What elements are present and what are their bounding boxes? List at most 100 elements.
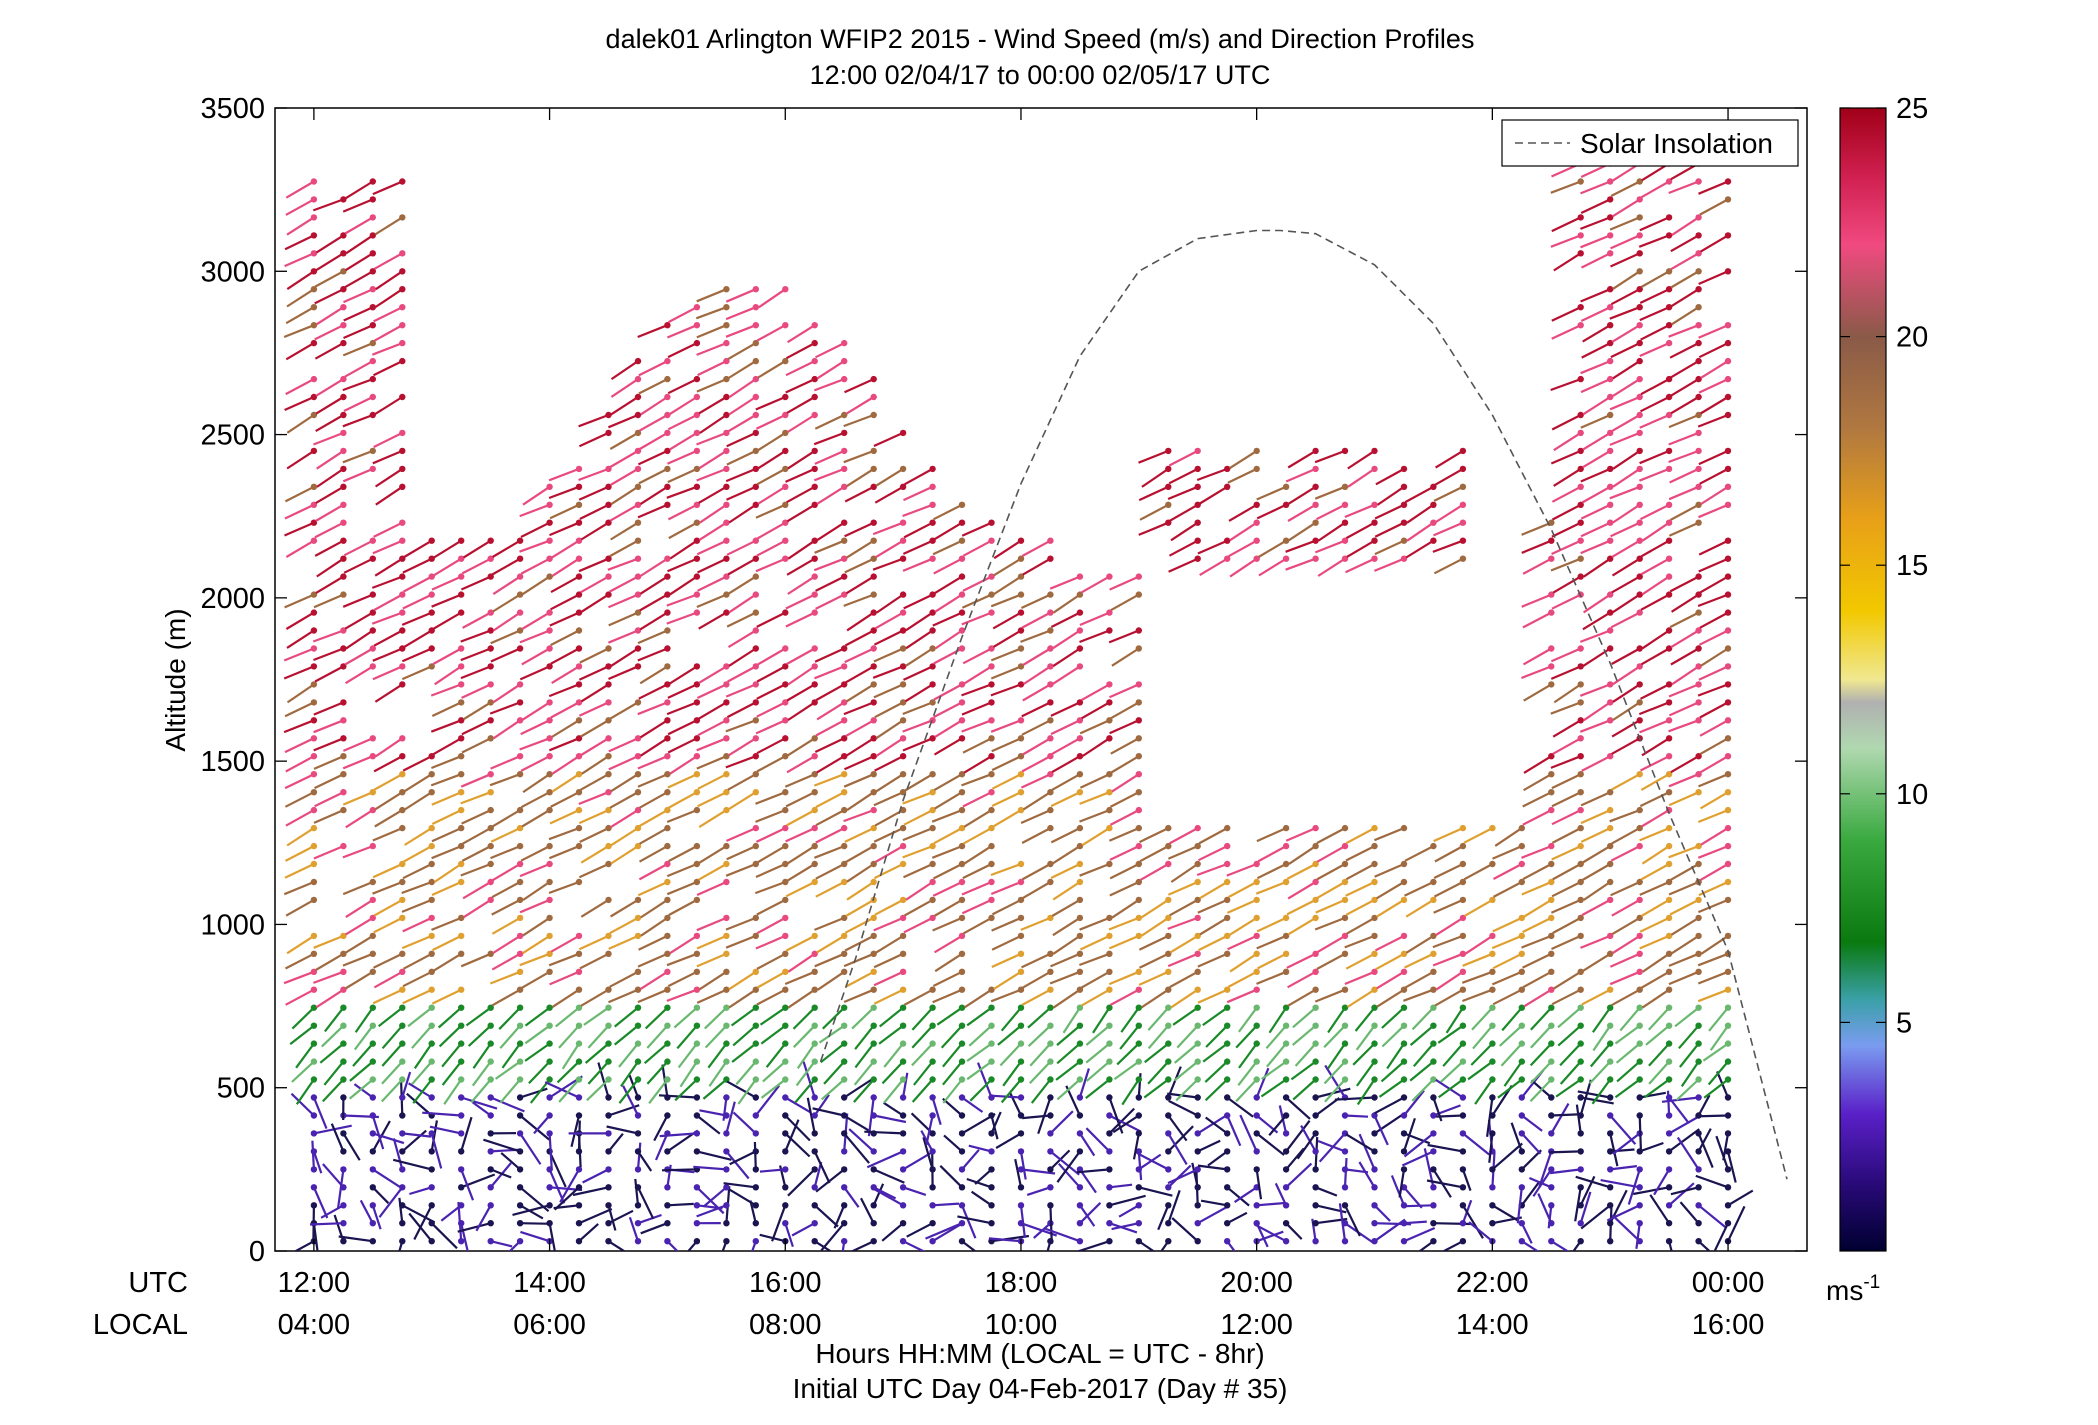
- wind-barb-staff: [1640, 863, 1670, 881]
- wind-barb-dot: [782, 699, 789, 706]
- wind-barb-dot: [458, 771, 465, 778]
- wind-barb-dot: [1400, 501, 1408, 508]
- wind-barb-dot: [664, 375, 671, 383]
- wind-barb-staff: [401, 1129, 427, 1153]
- wind-barb-staff: [762, 1060, 787, 1083]
- wind-barb-staff: [904, 467, 934, 486]
- wind-barb-dot: [1282, 501, 1290, 508]
- wind-barb-dot: [1076, 1094, 1084, 1101]
- wind-barb-dot: [723, 573, 730, 580]
- wind-barb-dot: [458, 842, 465, 850]
- wind-barb-dot: [752, 357, 759, 365]
- wind-barb-dot: [693, 950, 701, 957]
- wind-barb-staff: [520, 845, 551, 862]
- wind-barb-staff: [1109, 809, 1140, 826]
- wind-barb-staff: [1461, 970, 1493, 984]
- wind-barb-staff: [676, 1024, 698, 1050]
- wind-barb-dot: [1636, 717, 1643, 724]
- wind-barb-staff: [785, 593, 816, 610]
- wind-barb-dot: [1607, 501, 1614, 508]
- wind-barb-dot: [1695, 393, 1702, 401]
- wind-barb-dot: [605, 663, 612, 670]
- wind-barb-dot: [1430, 1022, 1437, 1029]
- wind-barb-staff: [1081, 701, 1110, 720]
- wind-barb-dot: [310, 771, 318, 778]
- wind-barb-dot: [428, 609, 435, 616]
- wind-barb-dot: [399, 447, 406, 455]
- wind-barb-staff: [1641, 521, 1670, 542]
- wind-barb-staff: [883, 1042, 904, 1068]
- wind-barb-staff: [787, 449, 816, 470]
- wind-barb-dot: [1106, 735, 1113, 742]
- wind-barb-dot: [310, 1112, 318, 1119]
- wind-barb-staff: [1640, 683, 1670, 700]
- wind-barb-dot: [1695, 1238, 1702, 1245]
- wind-barb-staff: [548, 467, 580, 482]
- wind-barb-dot: [428, 1166, 435, 1173]
- wind-barb-staff: [755, 862, 786, 879]
- wind-barb-staff: [1670, 234, 1700, 253]
- wind-barb-dot: [340, 304, 347, 311]
- wind-barb-staff: [913, 1060, 934, 1086]
- wind-barb-staff: [520, 521, 551, 538]
- wind-barb-dot: [1665, 268, 1673, 275]
- wind-barb-dot: [1459, 519, 1467, 526]
- wind-barb-dot: [1312, 519, 1319, 526]
- wind-barb-dot: [1017, 735, 1025, 742]
- wind-barb-staff: [1345, 863, 1376, 881]
- wind-barb-staff: [1197, 1115, 1226, 1135]
- wind-barb-staff: [961, 898, 992, 915]
- wind-barb-staff: [1648, 1060, 1670, 1085]
- wind-barb-dot: [841, 1166, 848, 1173]
- wind-barb-staff: [814, 414, 845, 430]
- wind-barb-dot: [1341, 896, 1349, 904]
- wind-barb-staff: [1668, 521, 1700, 537]
- wind-barb-staff: [1345, 557, 1375, 574]
- wind-barb-dot: [1371, 537, 1378, 544]
- wind-barb-dot: [1194, 1148, 1201, 1155]
- wind-barb-staff: [1256, 485, 1287, 501]
- wind-barb-dot: [693, 789, 701, 796]
- wind-barb-staff: [1669, 898, 1700, 916]
- wind-barb-dot: [340, 411, 347, 419]
- wind-barb-dot: [841, 429, 848, 437]
- wind-barb-staff: [823, 1060, 846, 1085]
- wind-barb-staff: [548, 952, 580, 967]
- wind-barb-dot: [369, 1220, 376, 1227]
- wind-barb-dot: [693, 1184, 701, 1191]
- wind-barb-dot: [428, 1022, 435, 1029]
- wind-barb-staff: [1077, 1240, 1110, 1251]
- wind-barb-dot: [1665, 1238, 1673, 1245]
- wind-barb-staff: [1441, 1240, 1464, 1251]
- wind-barb-staff: [1614, 1078, 1641, 1099]
- wind-barb-staff: [654, 1132, 669, 1161]
- wind-barb-dot: [605, 645, 612, 652]
- wind-barb-dot: [1518, 860, 1526, 868]
- wind-barb-staff: [1529, 1060, 1553, 1085]
- wind-barb-dot: [782, 537, 789, 544]
- wind-barb-staff: [845, 665, 875, 684]
- wind-barb-staff: [608, 737, 639, 753]
- wind-barb-staff: [1461, 1169, 1472, 1191]
- wind-barb-dot: [1695, 429, 1702, 437]
- wind-barb-staff: [872, 1183, 885, 1206]
- wind-barb-dot: [1282, 1040, 1290, 1047]
- wind-barb-staff: [1405, 934, 1434, 954]
- wind-barb-staff: [1679, 1042, 1700, 1068]
- wind-barb-dot: [1665, 1022, 1673, 1029]
- wind-barb-dot: [988, 699, 995, 706]
- wind-barb-dot: [1548, 914, 1555, 922]
- wind-barb-staff: [1610, 252, 1641, 268]
- wind-barb-staff: [315, 252, 344, 272]
- wind-barb-staff: [846, 737, 875, 757]
- wind-barb-dot: [1459, 1130, 1467, 1137]
- wind-barb-staff: [550, 575, 580, 594]
- wind-barb-dot: [399, 950, 406, 957]
- wind-barb-staff: [512, 1204, 550, 1216]
- wind-barb-staff: [1580, 306, 1611, 322]
- wind-barb-dot: [634, 627, 642, 634]
- wind-barb-dot: [1106, 1166, 1113, 1173]
- wind-barb-staff: [1285, 1222, 1303, 1240]
- wind-barb-staff: [431, 809, 462, 825]
- wind-barb-staff: [1611, 539, 1641, 558]
